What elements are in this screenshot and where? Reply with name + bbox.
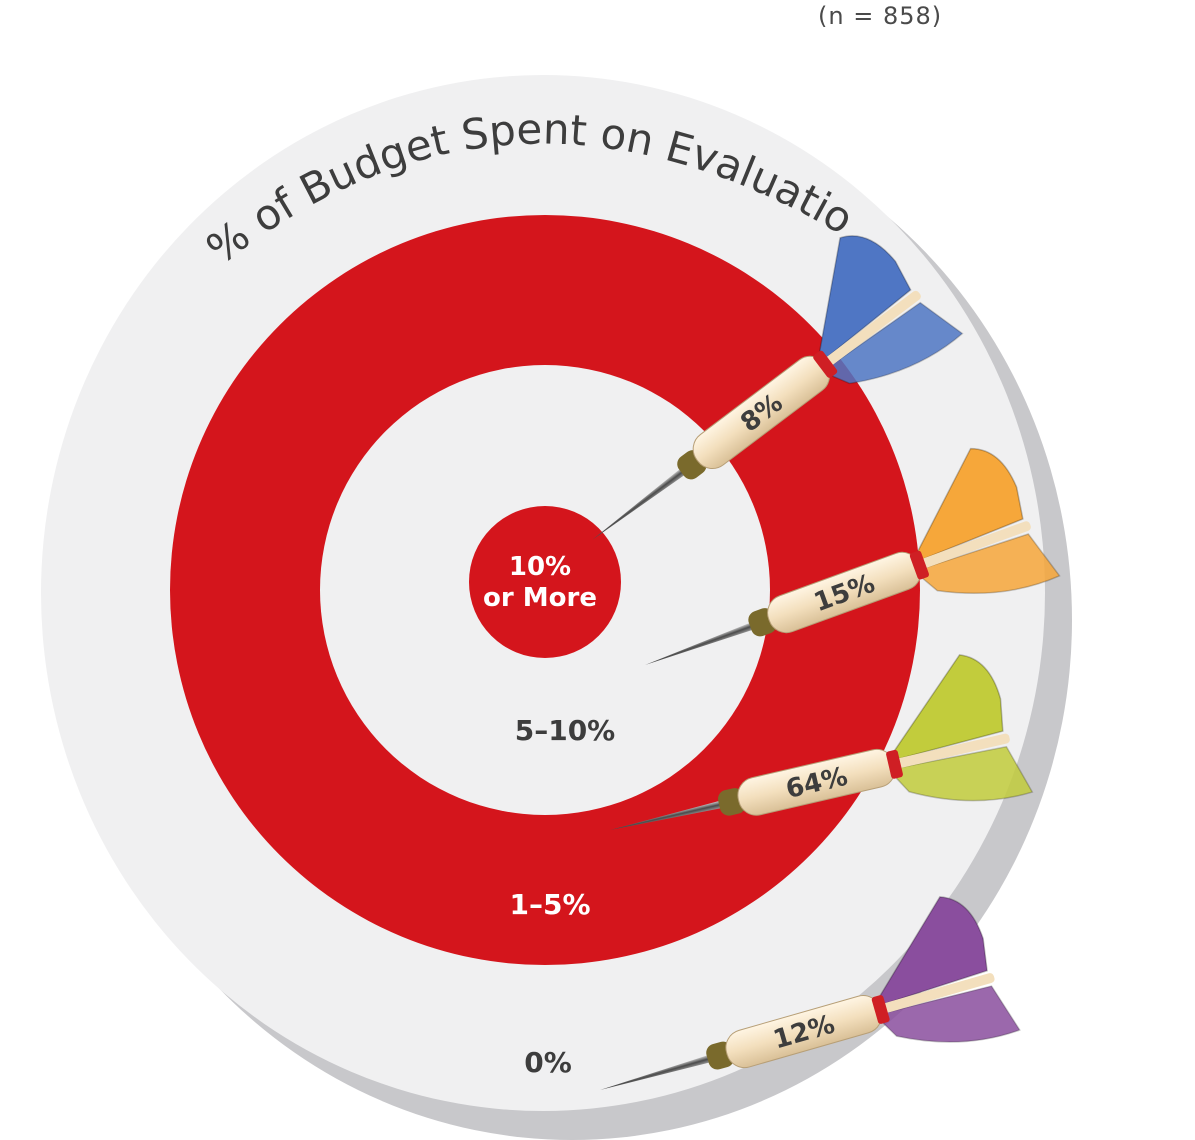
dart-flight-lower xyxy=(873,985,1021,1043)
dart-stem xyxy=(912,521,1031,572)
dart-flight-lower xyxy=(820,301,964,385)
dart-needle xyxy=(610,799,728,830)
dart-flight-upper xyxy=(885,654,1004,764)
darts-layer: 8%15%64% 12% xyxy=(592,235,1061,1090)
ring-label-1-5: 1–5% xyxy=(509,888,590,921)
dart-4: 12% xyxy=(600,896,1021,1090)
bullseye-10-percent-or-more xyxy=(469,506,621,658)
ring-label-bullseye-line1: 10% xyxy=(509,552,571,582)
dart-flight-upper xyxy=(871,896,988,1009)
dart-flight-upper xyxy=(909,447,1024,566)
dart-ring xyxy=(871,995,890,1024)
dart-stem xyxy=(887,733,1010,770)
dart-flight-lower xyxy=(912,533,1061,594)
dart-ring xyxy=(886,749,903,779)
dart-stem xyxy=(818,290,921,371)
dart-1: 8% xyxy=(592,235,964,540)
dart-2: 15% xyxy=(645,447,1061,665)
ring-label-5-10: 5–10% xyxy=(515,714,616,747)
dart-stem xyxy=(873,973,995,1016)
dart-ring xyxy=(813,350,838,378)
sample-size-note: (n = 858) xyxy=(818,2,943,30)
dart-needle xyxy=(592,464,691,540)
dart-flight-lower xyxy=(887,745,1034,802)
ring-label-bullseye-line2: or More xyxy=(483,583,597,613)
dart-3: 64% xyxy=(610,654,1034,830)
dart-flight-upper xyxy=(816,235,912,368)
ring-label-0: 0% xyxy=(524,1046,572,1079)
dart-needle xyxy=(600,1053,717,1090)
dart-ring xyxy=(909,550,929,580)
dart-needle xyxy=(645,620,760,665)
